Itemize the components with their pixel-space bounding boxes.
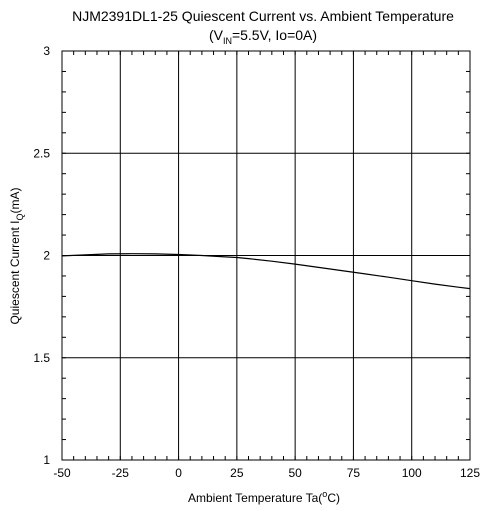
x-axis-label-main: Ambient Temperature Ta(	[188, 491, 322, 505]
tick-labels: -50 -25 0 25 50 75 100 125 1 1.5 2 2.5 3	[33, 44, 480, 480]
x-tick-label: -25	[112, 466, 130, 480]
x-axis-label-end: C)	[327, 491, 340, 505]
x-tick-label: -50	[53, 466, 71, 480]
grid-lines	[62, 51, 470, 460]
y-tick-label: 2.5	[33, 146, 50, 160]
y-axis-label-end: (mA)	[8, 187, 22, 213]
chart-subtitle: (VIN=5.5V, Io=0A)	[209, 27, 317, 46]
y-tick-label: 2	[43, 249, 50, 263]
x-tick-label: 125	[460, 466, 480, 480]
y-axis-label-subscript: Q	[15, 213, 25, 220]
subtitle-subscript: IN	[223, 36, 232, 46]
x-tick-label: 25	[230, 466, 244, 480]
y-axis-label-main: Quiescent Current I	[8, 220, 22, 324]
y-axis-label: Quiescent Current IQ(mA)	[8, 187, 25, 324]
y-tick-label: 1	[43, 453, 50, 467]
subtitle-rest: =5.5V, Io=0A)	[232, 27, 317, 43]
series-layer	[61, 253, 471, 290]
y-tick-label: 1.5	[33, 351, 50, 365]
x-tick-label: 0	[175, 466, 182, 480]
plot-frame	[61, 50, 471, 461]
y-tick-label: 3	[43, 44, 50, 58]
tick-marks	[61, 50, 471, 461]
x-axis-label: Ambient Temperature Ta(oC)	[188, 489, 340, 505]
x-tick-label: 100	[402, 466, 422, 480]
series-line-1	[61, 253, 471, 290]
x-tick-label: 50	[288, 466, 302, 480]
x-tick-label: 75	[347, 466, 361, 480]
chart-title: NJM2391DL1-25 Quiescent Current vs. Ambi…	[72, 8, 454, 24]
x-axis-label-superscript: o	[322, 489, 327, 499]
subtitle-open: (V	[209, 27, 224, 43]
